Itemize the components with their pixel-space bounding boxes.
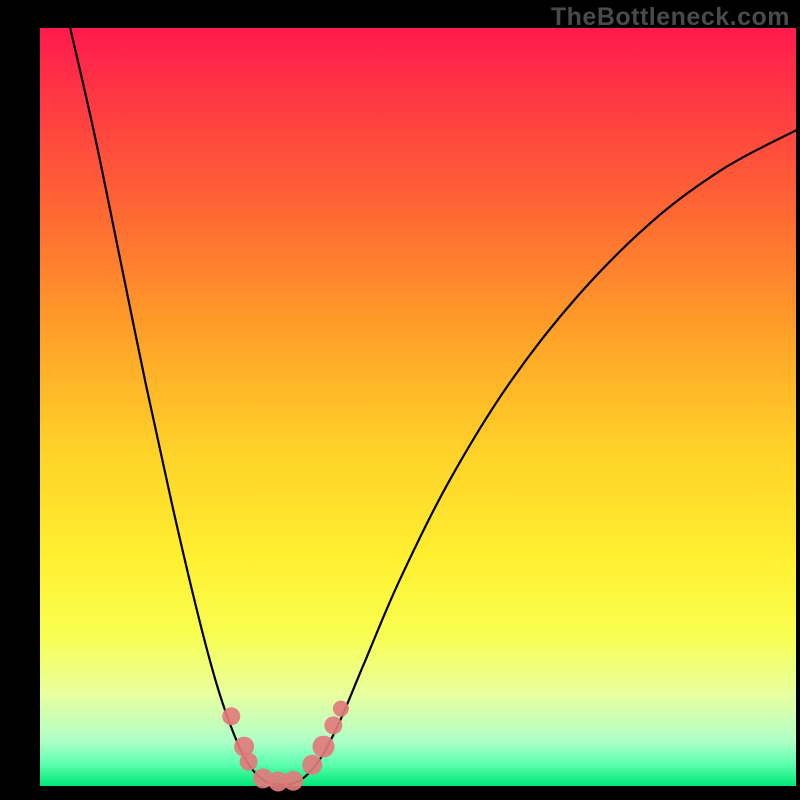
data-marker: [313, 736, 335, 758]
bottleneck-curve: [70, 28, 796, 784]
chart-svg: [0, 0, 800, 800]
chart-container: TheBottleneck.com: [0, 0, 800, 800]
data-markers: [222, 701, 349, 792]
data-marker: [324, 716, 342, 734]
data-marker: [333, 701, 349, 717]
watermark-text: TheBottleneck.com: [551, 3, 790, 32]
data-marker: [283, 771, 303, 791]
data-marker: [302, 755, 322, 775]
data-marker: [240, 753, 258, 771]
data-marker: [222, 707, 240, 725]
